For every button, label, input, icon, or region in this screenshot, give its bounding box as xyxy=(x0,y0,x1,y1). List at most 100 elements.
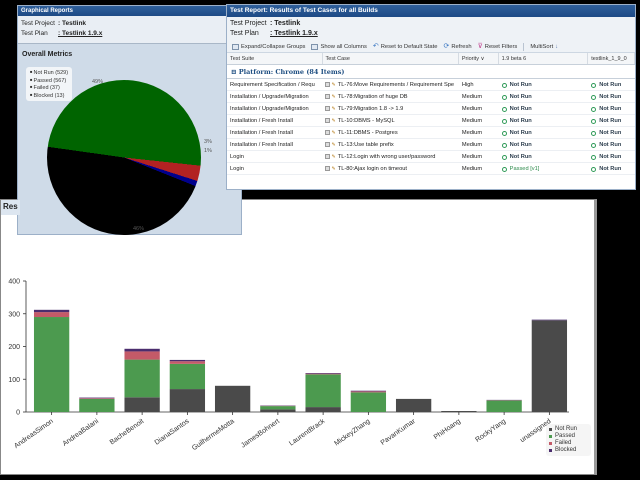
test-case-icon[interactable] xyxy=(324,130,330,135)
column-header-test-suite[interactable]: Test Suite xyxy=(227,53,323,64)
expand-collapse-groups-button[interactable]: Expand/Collapse Groups xyxy=(232,43,305,50)
edit-icon[interactable]: ✎ xyxy=(331,142,336,148)
bar-segment-not-run[interactable] xyxy=(124,397,160,412)
edit-icon[interactable]: ✎ xyxy=(331,82,336,88)
graphical-report-meta: Test Project: Testlink Test Plan: Testli… xyxy=(18,16,241,44)
overall-metrics-panel: Overall Metrics Not Run (529) Passed (56… xyxy=(18,44,241,235)
column-header-priority[interactable]: Priority ∨ xyxy=(459,53,499,64)
table-row[interactable]: Installation / Upgrade/Migration ✎ TL-78:M… xyxy=(227,91,635,103)
reset-filters-button[interactable]: ⊽ Reset Filters xyxy=(477,42,518,50)
edit-icon[interactable]: ✎ xyxy=(331,154,336,160)
cell-build-1-status: Not Run xyxy=(499,151,589,162)
cell-test-case[interactable]: ✎ TL-79:Migration 1.8 -> 1.9 xyxy=(323,103,459,114)
bar-segment-blocked[interactable] xyxy=(350,390,387,392)
bar-segment-blocked[interactable] xyxy=(124,348,160,352)
cell-test-case[interactable]: ✎ TL-10:DBMS - MySQL xyxy=(323,115,459,126)
test-plan-link[interactable]: : Testlink 1.9.x xyxy=(270,30,318,37)
show-all-columns-button[interactable]: Show all Columns xyxy=(311,43,367,50)
status-icon xyxy=(501,118,507,124)
edit-icon[interactable]: ✎ xyxy=(331,106,336,112)
sort-down-icon: ↓ xyxy=(555,43,559,50)
test-report-window: Test Report: Results of Test Cases for a… xyxy=(226,4,636,190)
bar-segment-failed[interactable] xyxy=(169,361,206,364)
table-row[interactable]: Installation / Fresh Install ✎ TL-10:DBMS … xyxy=(227,115,635,127)
bar-segment-blocked[interactable] xyxy=(305,373,341,374)
test-case-icon[interactable] xyxy=(324,82,330,87)
bar-segment-passed[interactable] xyxy=(124,359,160,398)
table-row[interactable]: Login ✎ TL-80:Ajax login on timeout Medium P… xyxy=(227,163,635,175)
bar-segment-blocked[interactable] xyxy=(33,309,70,313)
column-header-build-1[interactable]: 1.9 beta 6 xyxy=(499,53,589,64)
cell-priority: Medium xyxy=(461,106,483,112)
bar-segment-passed[interactable] xyxy=(486,400,522,412)
bar-segment-failed[interactable] xyxy=(305,373,341,375)
test-case-icon[interactable] xyxy=(324,118,330,123)
bar-segment-not-run[interactable] xyxy=(531,320,568,412)
cell-build-1-status: Not Run xyxy=(499,91,589,102)
bar-segment-not-run[interactable] xyxy=(395,398,432,412)
expand-collapse-icon xyxy=(232,43,239,50)
cell-test-case[interactable]: ✎ TL-80:Ajax login on timeout xyxy=(323,163,459,174)
edit-icon[interactable]: ✎ xyxy=(331,166,336,172)
table-row[interactable]: Requirement Specification / Requ ✎ TL-76:M… xyxy=(227,79,635,91)
multisort-button[interactable]: MultiSort ↓ xyxy=(530,43,559,50)
cell-test-case[interactable]: ✎ TL-76:Move Requirements / Requirement S… xyxy=(323,79,459,90)
bar-segment-not-run[interactable] xyxy=(260,409,296,412)
test-case-icon[interactable] xyxy=(324,154,330,159)
table-row[interactable]: Installation / Fresh Install ✎ TL-11:DBMS … xyxy=(227,127,635,139)
bar-segment-passed[interactable] xyxy=(33,317,70,412)
cell-test-case[interactable]: ✎ TL-78:Migration of huge DB xyxy=(323,91,459,102)
grid-toolbar: Expand/Collapse Groups Show all Columns … xyxy=(227,41,635,53)
bar-segment-not-run[interactable] xyxy=(305,407,341,412)
reset-default-state-button[interactable]: ↶ Reset to Default State xyxy=(372,42,438,50)
refresh-button[interactable]: ⟳ Refresh xyxy=(443,42,472,50)
bar-segment-blocked[interactable] xyxy=(79,397,115,399)
bar-segment-failed[interactable] xyxy=(350,391,387,393)
bar-segment-not-run[interactable] xyxy=(441,411,477,412)
legend-item[interactable]: Blocked xyxy=(549,447,588,454)
pie-legend-item: Passed (567) xyxy=(30,77,68,85)
table-row[interactable]: Login ✎ TL-12:Login with wrong user/passwo… xyxy=(227,151,635,163)
test-case-icon[interactable] xyxy=(324,142,330,147)
cell-build-1-status: Not Run xyxy=(499,103,589,114)
bar-segment-blocked[interactable] xyxy=(531,319,568,321)
cell-build-2-status: Not Run xyxy=(588,115,635,126)
status-badge: Not Run xyxy=(591,103,621,114)
bar-segment-passed[interactable] xyxy=(350,392,387,412)
bar-segment-passed[interactable] xyxy=(260,406,296,410)
bar-segment-blocked[interactable] xyxy=(169,359,206,362)
bar-segment-passed[interactable] xyxy=(79,398,115,412)
bar-segment-not-run[interactable] xyxy=(214,385,251,412)
edit-icon[interactable]: ✎ xyxy=(331,94,336,100)
column-header-build-2[interactable]: testlink_1_9_0 xyxy=(588,53,635,64)
cell-priority: Medium xyxy=(461,154,483,160)
table-row[interactable]: Installation / Upgrade/Migration ✎ TL-79:M… xyxy=(227,103,635,115)
edit-icon[interactable]: ✎ xyxy=(331,118,336,124)
bar-segment-failed[interactable] xyxy=(79,398,115,399)
bar-segment-failed[interactable] xyxy=(124,351,160,360)
test-case-icon[interactable] xyxy=(324,94,330,99)
status-badge: Not Run xyxy=(501,91,532,102)
bar-segment-not-run[interactable] xyxy=(169,389,206,412)
legend-item[interactable]: Passed xyxy=(549,433,588,440)
results-chart-tab[interactable]: Res xyxy=(1,200,20,215)
status-badge: Not Run xyxy=(591,163,621,174)
x-tick-label: PhiHoang xyxy=(433,418,462,441)
group-header-platform-chrome[interactable]: ⊟ Platform: Chrome (84 Items) xyxy=(227,65,635,79)
edit-icon[interactable]: ✎ xyxy=(331,130,336,136)
cell-test-case[interactable]: ✎ TL-12:Login with wrong user/password xyxy=(323,151,459,162)
test-case-icon[interactable] xyxy=(324,106,330,111)
table-row[interactable]: Installation / Fresh Install ✎ TL-13:Use t… xyxy=(227,139,635,151)
cell-test-case[interactable]: ✎ TL-11:DBMS - Postgres xyxy=(323,127,459,138)
bar-segment-failed[interactable] xyxy=(33,312,70,318)
grid-header: Test Suite Test Case Priority ∨ 1.9 beta… xyxy=(227,53,635,65)
legend-item[interactable]: Not Run xyxy=(549,426,588,433)
column-header-test-case[interactable]: Test Case xyxy=(323,53,459,64)
bar-segment-passed[interactable] xyxy=(169,363,206,390)
bar-segment-passed[interactable] xyxy=(305,374,341,408)
legend-item[interactable]: Failed xyxy=(549,440,588,447)
test-case-icon[interactable] xyxy=(324,166,330,171)
cell-test-case[interactable]: ✎ TL-13:Use table prefix xyxy=(323,139,459,150)
test-plan-link[interactable]: : Testlink 1.9.x xyxy=(58,30,103,37)
grid-rows: Requirement Specification / Requ ✎ TL-76:M… xyxy=(227,79,635,175)
